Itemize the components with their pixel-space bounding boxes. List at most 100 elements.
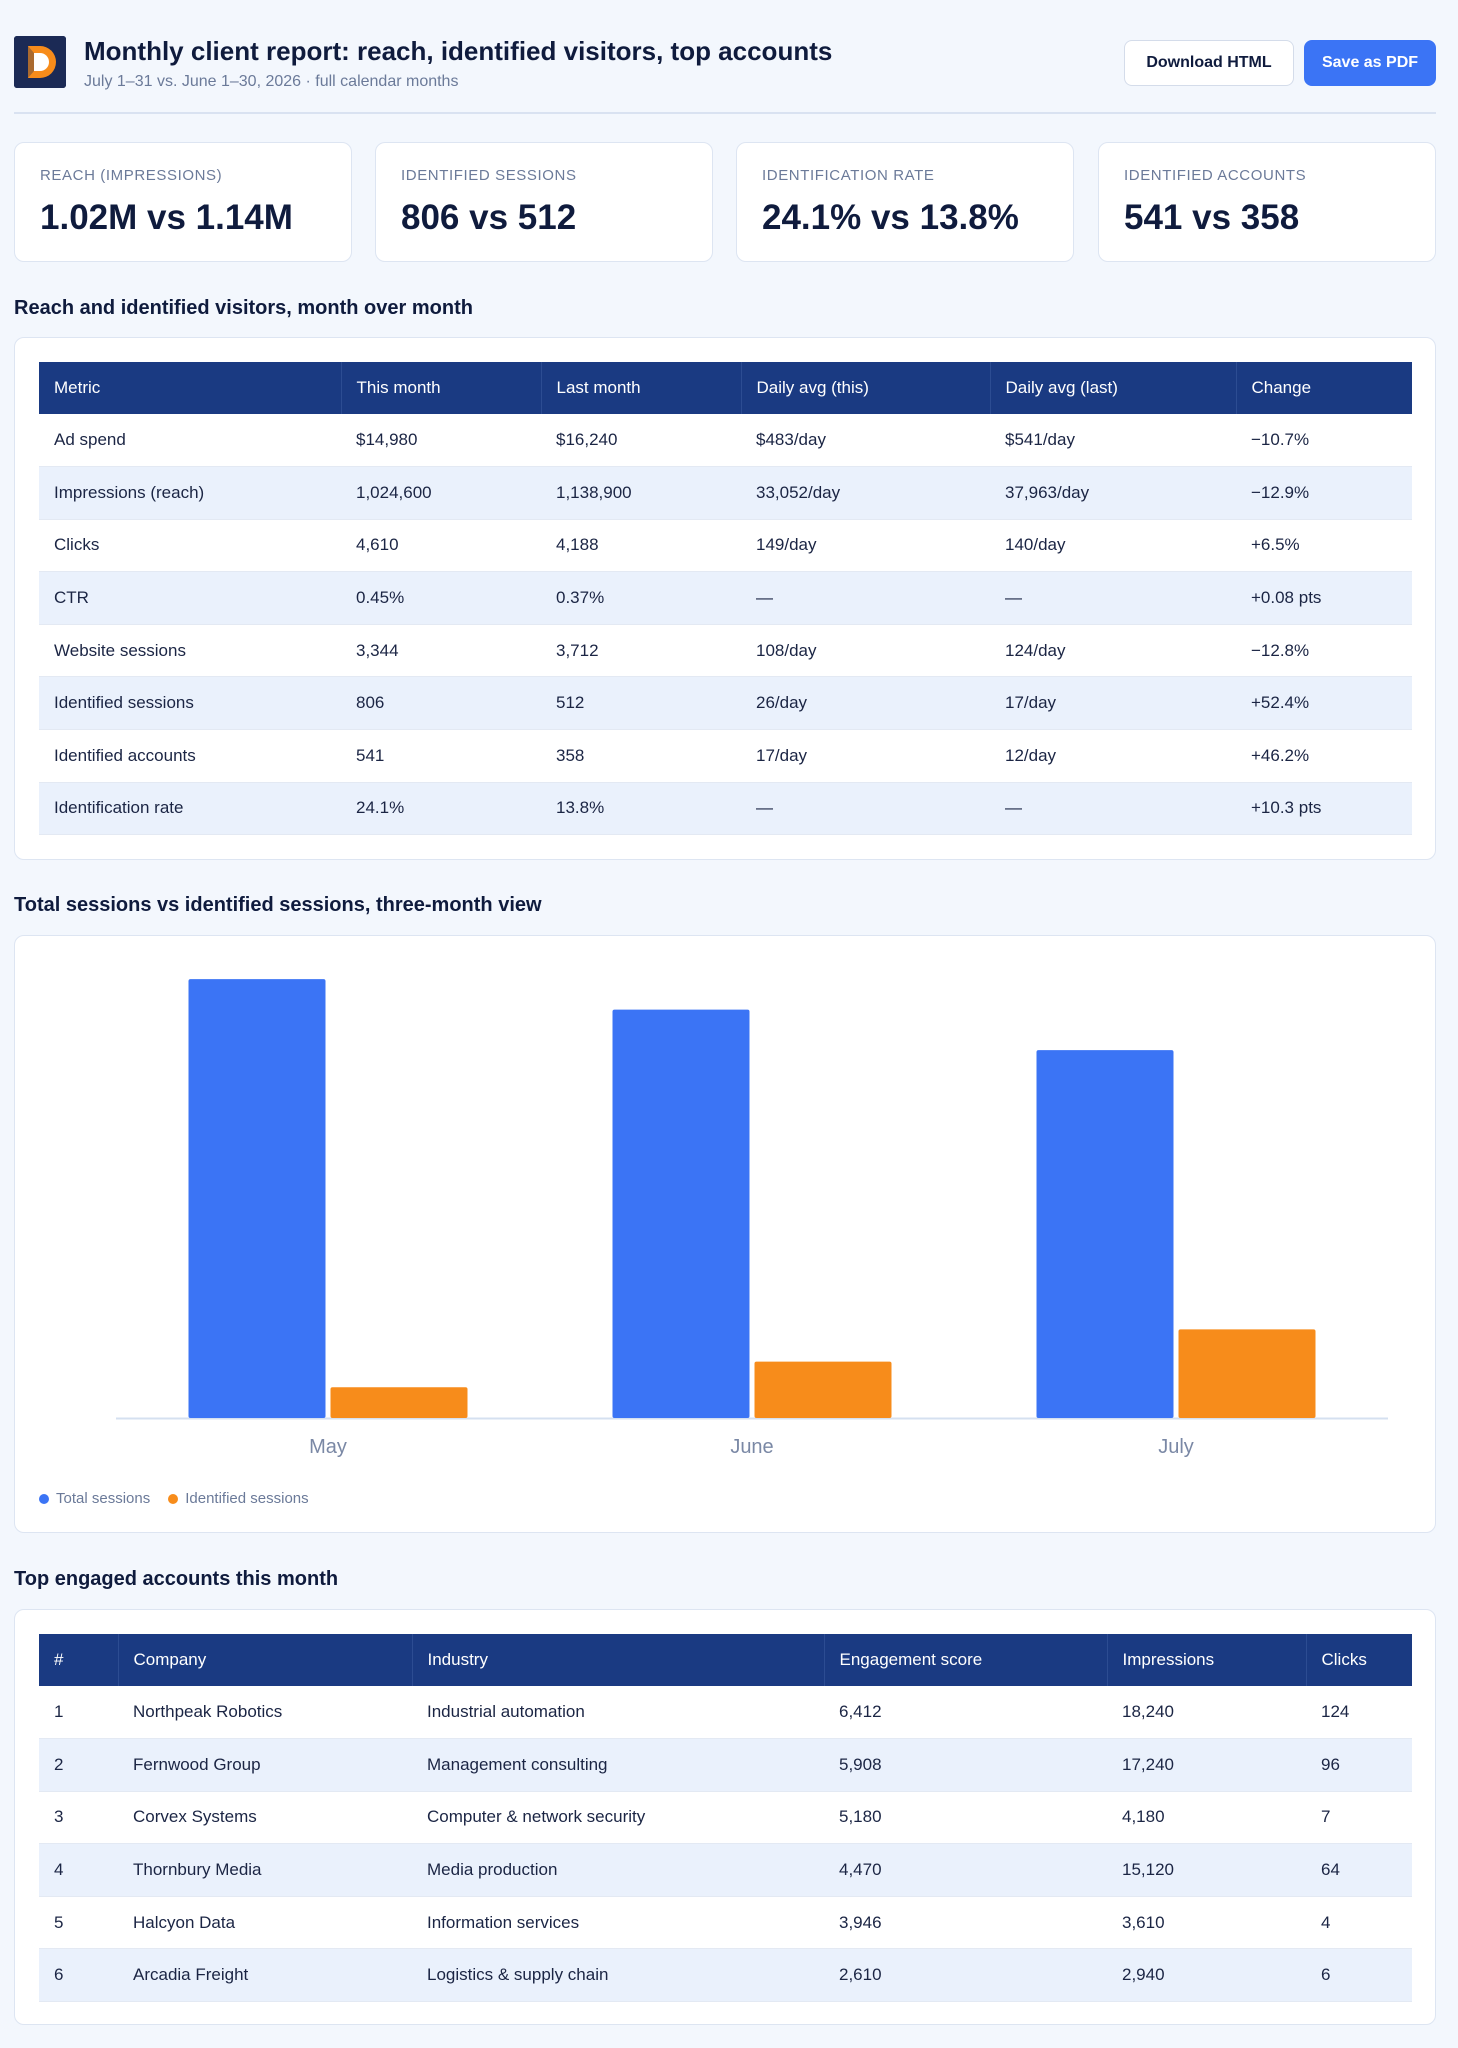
- table-cell: Media production: [412, 1843, 824, 1897]
- table-cell: 37,963/day: [990, 466, 1236, 520]
- x-tick-label: May: [309, 1436, 347, 1458]
- reach-section-title: Reach and identified visitors, month ove…: [14, 297, 473, 319]
- table-cell: 0.45%: [341, 571, 541, 625]
- column-header: This month: [341, 362, 542, 414]
- table-cell: +52.4%: [1236, 676, 1412, 731]
- table-row: 5 Halcyon Data Information services 3,946 3,…: [39, 1896, 1412, 1950]
- table-row: 4 Thornbury Media Media production 4,470 15,…: [39, 1843, 1412, 1897]
- download-html-button[interactable]: Download HTML: [1124, 40, 1294, 86]
- table-row: Impressions (reach) 1,024,600 1,138,900 33,…: [39, 466, 1412, 520]
- table-cell: Clicks: [39, 519, 341, 573]
- table-cell: 3,344: [341, 624, 541, 678]
- chart-legend: Total sessions Identified sessions: [39, 1490, 309, 1507]
- table-cell: 4,188: [541, 519, 741, 573]
- x-tick-label: June: [730, 1436, 773, 1458]
- accounts-section-title: Top engaged accounts this month: [14, 1568, 339, 1590]
- table-cell: Halcyon Data: [118, 1896, 412, 1950]
- table-cell: 2,940: [1107, 1948, 1306, 2003]
- page-subtitle: July 1–31 vs. June 1–30, 2026 · full cal…: [84, 73, 459, 90]
- table-cell: 3,946: [824, 1896, 1107, 1950]
- table-cell: 96: [1306, 1738, 1412, 1792]
- column-header: Engagement score: [824, 1634, 1108, 1686]
- table-header-row: # Company Industry Engagement score Impr…: [39, 1634, 1412, 1686]
- table-cell: Fernwood Group: [118, 1738, 412, 1792]
- table-cell: 18,240: [1107, 1686, 1306, 1740]
- save-pdf-button[interactable]: Save as PDF: [1304, 40, 1436, 86]
- page-title: Monthly client report: reach, identified…: [84, 36, 833, 66]
- table-cell: 33,052/day: [741, 466, 990, 520]
- table-cell: Corvex Systems: [118, 1791, 412, 1845]
- table-row: Ad spend $14,980 $16,240 $483/day $541/day −1…: [39, 414, 1412, 468]
- table-cell: 3,610: [1107, 1896, 1306, 1950]
- table-cell: 1,024,600: [341, 466, 541, 520]
- table-row: Website sessions 3,344 3,712 108/day 124/day…: [39, 624, 1412, 678]
- bar-identified-sessions-may: [330, 1387, 468, 1418]
- accounts-table-body: 1 Northpeak Robotics Industrial automation…: [39, 1686, 1412, 2003]
- table-cell: 3,712: [541, 624, 741, 678]
- table-row: Clicks 4,610 4,188 149/day 140/day +6.5%: [39, 519, 1412, 573]
- table-row: Identified sessions 806 512 26/day 17/day +52…: [39, 676, 1412, 731]
- table-cell: 3: [39, 1791, 118, 1845]
- bar-total-sessions-july: [1036, 1050, 1174, 1418]
- table-cell: 26/day: [741, 676, 990, 731]
- sessions-bar-chart: May June July: [116, 979, 1388, 1458]
- table-cell: Identified sessions: [39, 676, 341, 731]
- column-header: Change: [1251, 378, 1312, 397]
- table-cell: $483/day: [741, 414, 990, 468]
- table-cell: +46.2%: [1236, 729, 1412, 783]
- column-header: Clicks: [1321, 1650, 1367, 1669]
- table-cell: 13.8%: [541, 782, 741, 836]
- table-cell: Identified accounts: [39, 729, 341, 783]
- table-cell: 17/day: [741, 729, 990, 783]
- table-cell: Computer & network security: [412, 1791, 824, 1845]
- table-cell: −12.8%: [1236, 624, 1412, 678]
- table-cell: 12/day: [990, 729, 1236, 783]
- table-cell: Management consulting: [412, 1738, 824, 1792]
- table-cell: −10.7%: [1236, 414, 1412, 468]
- table-cell: 2: [39, 1738, 118, 1792]
- legend-swatch: [39, 1493, 49, 1504]
- table-row: 6 Arcadia Freight Logistics & supply chain…: [39, 1948, 1412, 2003]
- kpi-label: IDENTIFIED SESSIONS: [401, 167, 577, 184]
- kpi-label: IDENTIFICATION RATE: [762, 167, 935, 184]
- accounts-table-card: # Company Industry Engagement score Impr…: [14, 1609, 1436, 2025]
- kpi-card-reach: REACH (IMPRESSIONS) 1.02M vs 1.14M: [14, 142, 352, 262]
- table-cell: 4,180: [1107, 1791, 1306, 1845]
- kpi-value: 806 vs 512: [401, 198, 577, 237]
- table-header-row: Metric This month Last month Daily avg (…: [39, 362, 1412, 414]
- table-row: Identification rate 24.1% 13.8% — — +10.3 pts: [39, 782, 1412, 836]
- table-cell: 5: [39, 1896, 118, 1950]
- table-cell: —: [741, 571, 990, 625]
- table-cell: Identification rate: [39, 782, 341, 836]
- table-cell: 140/day: [990, 519, 1236, 573]
- column-header: Industry: [412, 1634, 825, 1686]
- kpi-value: 541 vs 358: [1124, 198, 1300, 237]
- legend-item-identified: Identified sessions: [168, 1490, 309, 1507]
- legend-item-total: Total sessions: [39, 1490, 150, 1507]
- table-cell: +6.5%: [1236, 519, 1412, 573]
- table-cell: +10.3 pts: [1236, 782, 1412, 836]
- table-cell: —: [990, 782, 1236, 836]
- table-cell: 124/day: [990, 624, 1236, 678]
- report-header: Monthly client report: reach, identified…: [14, 0, 1436, 114]
- table-cell: Logistics & supply chain: [412, 1948, 824, 2003]
- column-header: Daily avg (this): [741, 362, 991, 414]
- table-row: 3 Corvex Systems Computer & network securi…: [39, 1791, 1412, 1845]
- column-header: Impressions: [1107, 1634, 1307, 1686]
- table-cell: —: [990, 571, 1236, 625]
- table-cell: 6,412: [824, 1686, 1107, 1740]
- header-divider: [14, 112, 1436, 114]
- table-row: 1 Northpeak Robotics Industrial automation…: [39, 1686, 1412, 1740]
- sessions-section-title: Total sessions vs identified sessions, t…: [14, 894, 542, 916]
- table-cell: CTR: [39, 571, 341, 625]
- table-cell: 2,610: [824, 1948, 1107, 2003]
- table-cell: Ad spend: [39, 414, 341, 468]
- table-cell: 5,908: [824, 1738, 1107, 1792]
- kpi-card-identified-sessions: IDENTIFIED SESSIONS 806 vs 512: [375, 142, 713, 262]
- table-cell: 6: [39, 1948, 118, 2003]
- table-row: 2 Fernwood Group Management consulting 5,90…: [39, 1738, 1412, 1792]
- report-page: Monthly client report: reach, identified…: [14, 0, 1436, 2025]
- bar-identified-sessions-july: [1178, 1329, 1316, 1418]
- table-cell: 6: [1306, 1948, 1412, 2003]
- table-cell: −12.9%: [1236, 466, 1412, 520]
